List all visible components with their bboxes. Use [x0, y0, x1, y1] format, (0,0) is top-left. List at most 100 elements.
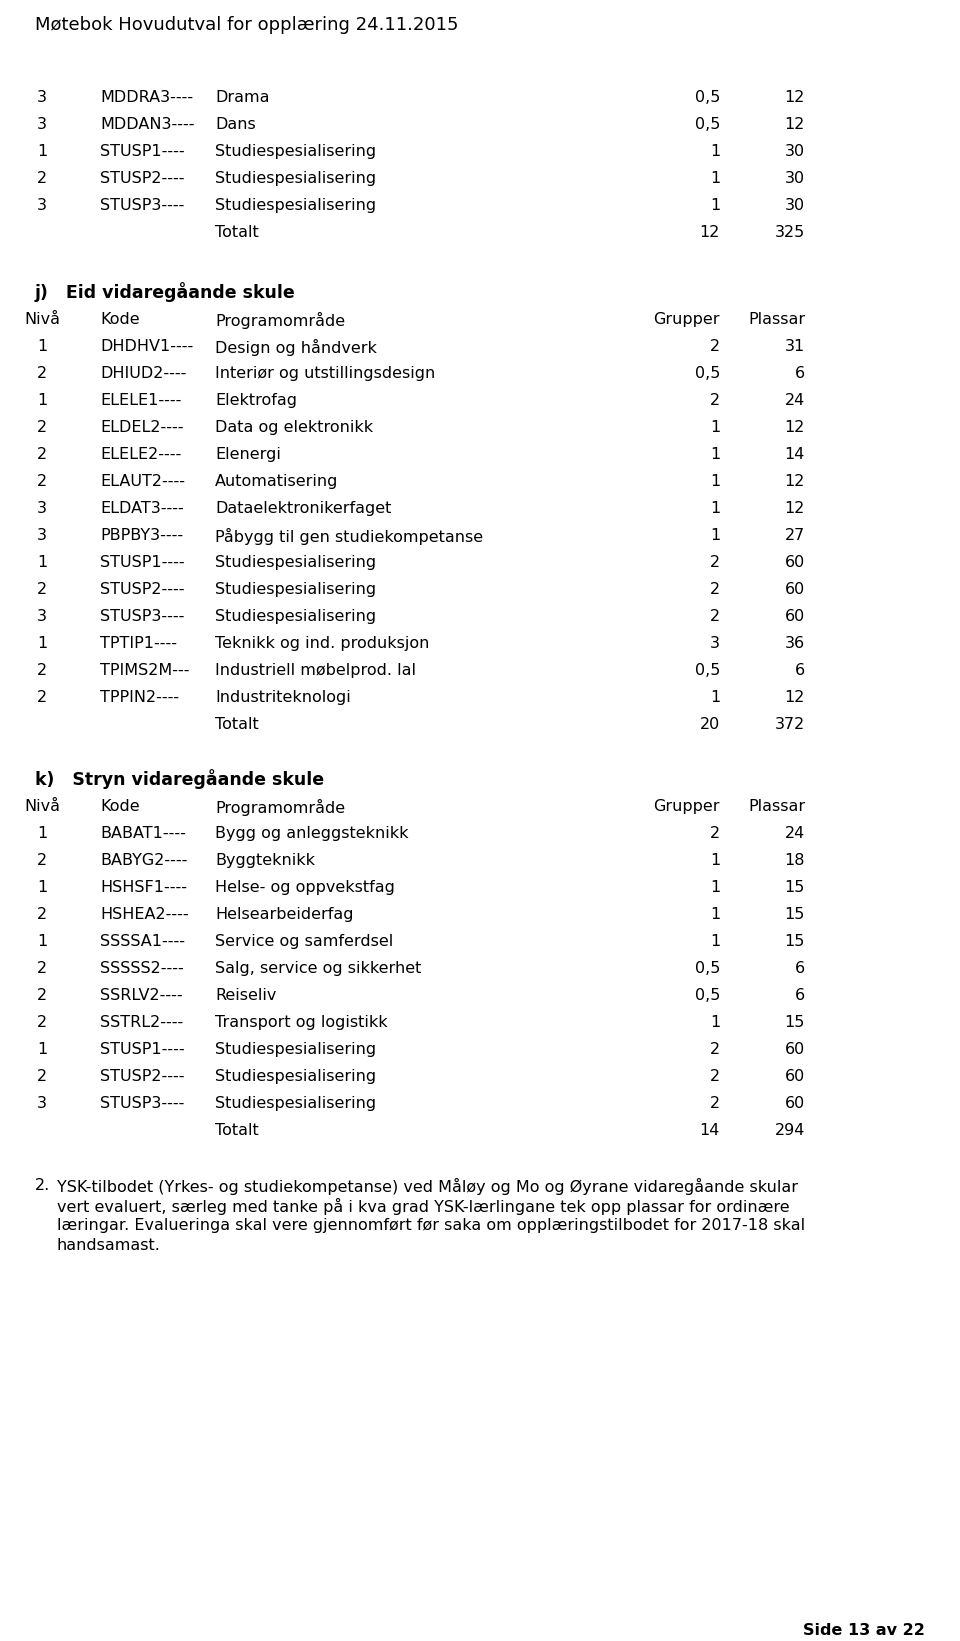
- Text: 0,5: 0,5: [695, 90, 720, 105]
- Text: 2: 2: [709, 392, 720, 409]
- Text: 60: 60: [784, 583, 805, 597]
- Text: Studiespesialisering: Studiespesialisering: [215, 1042, 376, 1057]
- Text: 1: 1: [36, 340, 47, 354]
- Text: 1: 1: [709, 144, 720, 159]
- Text: TPPIN2----: TPPIN2----: [100, 689, 180, 706]
- Text: 3: 3: [37, 528, 47, 543]
- Text: 1: 1: [709, 934, 720, 948]
- Text: 1: 1: [36, 144, 47, 159]
- Text: 1: 1: [709, 907, 720, 922]
- Text: SSTRL2----: SSTRL2----: [100, 1016, 183, 1031]
- Text: STUSP3----: STUSP3----: [100, 1096, 184, 1111]
- Text: 1: 1: [709, 528, 720, 543]
- Text: 0,5: 0,5: [695, 962, 720, 976]
- Text: 60: 60: [784, 555, 805, 569]
- Text: 2: 2: [709, 609, 720, 624]
- Text: MDDRA3----: MDDRA3----: [100, 90, 193, 105]
- Text: Kode: Kode: [100, 799, 139, 814]
- Text: STUSP1----: STUSP1----: [100, 144, 184, 159]
- Text: Teknikk og ind. produksjon: Teknikk og ind. produksjon: [215, 637, 429, 651]
- Text: Bygg og anleggsteknikk: Bygg og anleggsteknikk: [215, 825, 409, 840]
- Text: 12: 12: [784, 474, 805, 489]
- Text: PBPBY3----: PBPBY3----: [100, 528, 183, 543]
- Text: 0,5: 0,5: [695, 117, 720, 131]
- Text: ELELE1----: ELELE1----: [100, 392, 181, 409]
- Text: HSHEA2----: HSHEA2----: [100, 907, 188, 922]
- Text: Studiespesialisering: Studiespesialisering: [215, 583, 376, 597]
- Text: Plassar: Plassar: [748, 799, 805, 814]
- Text: 20: 20: [700, 717, 720, 732]
- Text: Studiespesialisering: Studiespesialisering: [215, 555, 376, 569]
- Text: 6: 6: [795, 962, 805, 976]
- Text: 2: 2: [36, 171, 47, 185]
- Text: TPTIP1----: TPTIP1----: [100, 637, 177, 651]
- Text: Elenergi: Elenergi: [215, 446, 281, 463]
- Text: Industriteknologi: Industriteknologi: [215, 689, 350, 706]
- Text: ELDEL2----: ELDEL2----: [100, 420, 183, 435]
- Text: 1: 1: [709, 420, 720, 435]
- Text: Elektrofag: Elektrofag: [215, 392, 297, 409]
- Text: 1: 1: [709, 1016, 720, 1031]
- Text: læringar. Evalueringa skal vere gjennomført før saka om opplæringstilbodet for 2: læringar. Evalueringa skal vere gjennomf…: [57, 1218, 805, 1232]
- Text: 2: 2: [709, 340, 720, 354]
- Text: 3: 3: [37, 609, 47, 624]
- Text: 12: 12: [784, 117, 805, 131]
- Text: j)   Eid vidaregåande skule: j) Eid vidaregåande skule: [35, 282, 296, 302]
- Text: Nivå: Nivå: [24, 799, 60, 814]
- Text: Data og elektronikk: Data og elektronikk: [215, 420, 373, 435]
- Text: 6: 6: [795, 663, 805, 678]
- Text: 6: 6: [795, 988, 805, 1003]
- Text: 36: 36: [785, 637, 805, 651]
- Text: 294: 294: [775, 1122, 805, 1137]
- Text: SSSSS2----: SSSSS2----: [100, 962, 183, 976]
- Text: 2: 2: [36, 907, 47, 922]
- Text: 1: 1: [709, 689, 720, 706]
- Text: DHIUD2----: DHIUD2----: [100, 366, 186, 381]
- Text: STUSP3----: STUSP3----: [100, 609, 184, 624]
- Text: Plassar: Plassar: [748, 312, 805, 327]
- Text: Helse- og oppvekstfag: Helse- og oppvekstfag: [215, 880, 395, 894]
- Text: 15: 15: [784, 907, 805, 922]
- Text: Reiseliv: Reiseliv: [215, 988, 276, 1003]
- Text: 30: 30: [785, 199, 805, 213]
- Text: 2: 2: [709, 825, 720, 840]
- Text: 1: 1: [709, 171, 720, 185]
- Text: 12: 12: [784, 90, 805, 105]
- Text: 1: 1: [36, 555, 47, 569]
- Text: Totalt: Totalt: [215, 225, 259, 240]
- Text: Studiespesialisering: Studiespesialisering: [215, 199, 376, 213]
- Text: 60: 60: [784, 1068, 805, 1085]
- Text: 30: 30: [785, 171, 805, 185]
- Text: 24: 24: [784, 825, 805, 840]
- Text: 6: 6: [795, 366, 805, 381]
- Text: 1: 1: [709, 880, 720, 894]
- Text: 3: 3: [710, 637, 720, 651]
- Text: 2: 2: [36, 474, 47, 489]
- Text: Dans: Dans: [215, 117, 255, 131]
- Text: 2: 2: [709, 1096, 720, 1111]
- Text: Transport og logistikk: Transport og logistikk: [215, 1016, 388, 1031]
- Text: 18: 18: [784, 853, 805, 868]
- Text: 2: 2: [709, 1068, 720, 1085]
- Text: Interiør og utstillingsdesign: Interiør og utstillingsdesign: [215, 366, 435, 381]
- Text: Service og samferdsel: Service og samferdsel: [215, 934, 394, 948]
- Text: Totalt: Totalt: [215, 717, 259, 732]
- Text: 2: 2: [36, 988, 47, 1003]
- Text: 27: 27: [784, 528, 805, 543]
- Text: 31: 31: [784, 340, 805, 354]
- Text: Kode: Kode: [100, 312, 139, 327]
- Text: 1: 1: [36, 934, 47, 948]
- Text: 1: 1: [36, 392, 47, 409]
- Text: 1: 1: [709, 199, 720, 213]
- Text: DHDHV1----: DHDHV1----: [100, 340, 193, 354]
- Text: 3: 3: [37, 90, 47, 105]
- Text: 2.: 2.: [35, 1178, 50, 1193]
- Text: 1: 1: [36, 1042, 47, 1057]
- Text: 14: 14: [784, 446, 805, 463]
- Text: 12: 12: [784, 501, 805, 515]
- Text: 1: 1: [36, 637, 47, 651]
- Text: 3: 3: [37, 501, 47, 515]
- Text: 2: 2: [36, 853, 47, 868]
- Text: 30: 30: [785, 144, 805, 159]
- Text: STUSP1----: STUSP1----: [100, 1042, 184, 1057]
